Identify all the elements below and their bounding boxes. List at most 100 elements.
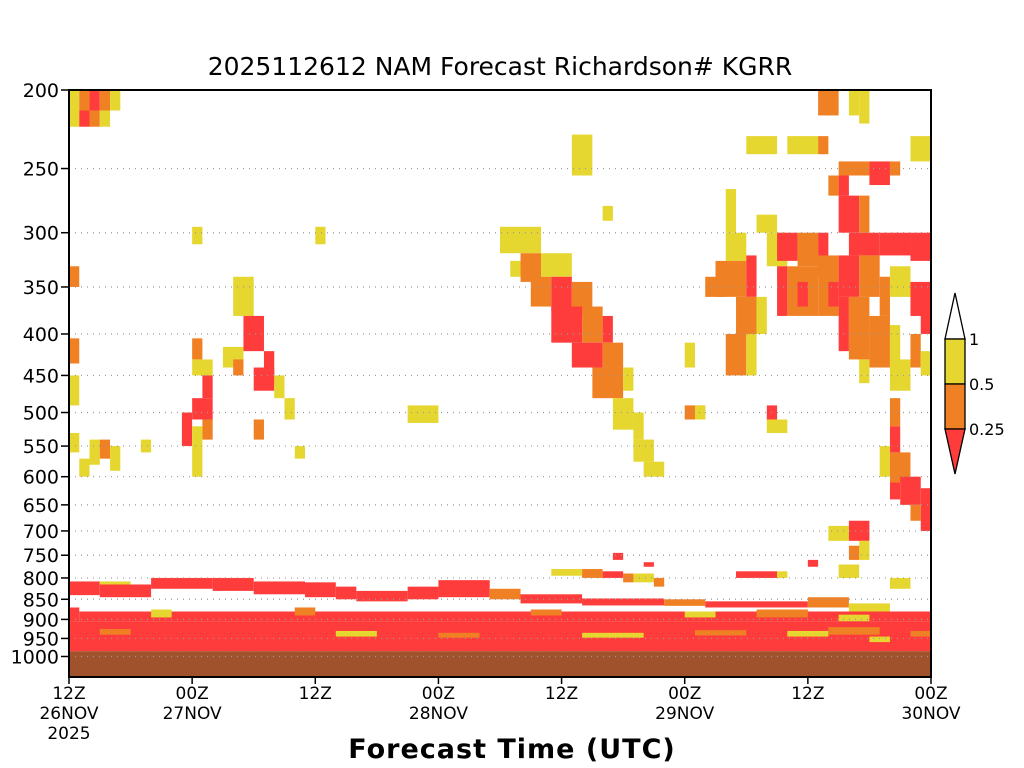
heatmap-cell [777, 266, 788, 316]
y-tick-label: 350 [23, 277, 59, 299]
heatmap-cell [736, 296, 757, 334]
heatmap-cell [694, 405, 706, 420]
heatmap-cell [828, 175, 839, 196]
heatmap-cell [500, 226, 542, 254]
heatmap-cell [797, 232, 819, 267]
heatmap-cell [848, 603, 890, 612]
y-tick-label: 300 [23, 223, 59, 245]
y-tick-label: 600 [23, 467, 59, 489]
heatmap-cell [202, 419, 213, 440]
heatmap-cell [633, 412, 644, 440]
heatmap-cell [253, 419, 264, 440]
heatmap-cell [910, 630, 931, 637]
heatmap-cell [89, 439, 100, 465]
heatmap-cell [99, 584, 152, 598]
heatmap-cell [838, 296, 849, 352]
colorbar-bin [944, 383, 966, 430]
heatmap-cell [848, 232, 880, 256]
heatmap-cell [889, 161, 901, 176]
heatmap-cell [407, 586, 439, 600]
heatmap-cell [838, 161, 870, 176]
heatmap-cell [725, 232, 747, 261]
heatmap-cell [848, 90, 860, 116]
heatmap-cell [99, 629, 131, 635]
heatmap-cell [818, 90, 839, 116]
heatmap-cell [859, 255, 880, 297]
heatmap-cell [202, 375, 213, 399]
y-tick-label: 800 [23, 568, 59, 590]
heatmap-cell [725, 189, 737, 233]
heatmap-cell [643, 562, 654, 567]
heatmap-cell [910, 504, 921, 521]
heatmap-cell [889, 325, 901, 368]
heatmap-cell [777, 571, 788, 578]
heatmap-cell [551, 306, 583, 343]
heatmap-cell [633, 573, 654, 583]
heatmap-cell [110, 90, 121, 111]
y-tick-label: 700 [23, 521, 59, 543]
heatmap-cell [684, 342, 695, 368]
heatmap-cell [869, 161, 890, 186]
heatmap-cell [541, 253, 572, 277]
heatmap-cell [602, 315, 613, 343]
colorbar-label: 0.25 [969, 420, 1005, 439]
heatmap-cell [756, 296, 767, 334]
heatmap-cell [756, 214, 778, 233]
heatmap-cell [879, 446, 890, 477]
heatmap-cell [705, 601, 808, 608]
heatmap-cell [746, 136, 778, 155]
heatmap-cell [787, 630, 829, 637]
heatmap-cell [110, 446, 121, 471]
heatmap-cell [69, 266, 80, 287]
surface-ground-band [69, 651, 931, 677]
x-tick-label: 29NOV [655, 704, 714, 724]
heatmap-cell [807, 559, 819, 567]
heatmap-cell [69, 338, 80, 364]
heatmap-cell [787, 136, 819, 155]
heatmap-cell [151, 609, 172, 618]
heatmap-cell [582, 598, 665, 606]
heatmap-cell [859, 540, 870, 560]
y-tick-label: 900 [23, 609, 59, 631]
y-tick-label: 750 [23, 545, 59, 567]
heatmap-cell [920, 296, 931, 334]
heatmap-cell [69, 90, 80, 111]
heatmap-cell [520, 594, 583, 604]
heatmap-cell [828, 281, 839, 307]
heatmap-cell [736, 571, 778, 578]
x-tick-label: 26NOV [39, 704, 98, 724]
heatmap-cell [859, 359, 870, 384]
heatmap-cell [79, 611, 931, 622]
heatmap-cell [530, 609, 562, 616]
y-tick-label: 200 [23, 80, 59, 102]
heatmap-cell [79, 458, 90, 477]
y-axis: 200 250 300 350 400 450 500 550 600 650 7007508008… [11, 80, 69, 668]
heatmap-cell [212, 577, 254, 591]
y-tick-label: 1000 [11, 646, 59, 668]
heatmap-cells [69, 90, 931, 677]
heatmap-cell [859, 195, 870, 233]
heatmap-cell [633, 439, 654, 462]
x-axis-label: Forecast Time (UTC) [348, 734, 675, 765]
heatmap-cell [725, 333, 747, 376]
heatmap-cell [602, 205, 613, 221]
colorbar-over-triangle [944, 292, 966, 340]
heatmap-cell [910, 333, 921, 368]
heatmap-cell [869, 315, 890, 368]
heatmap-cell [838, 195, 860, 233]
heatmap-cell [889, 577, 911, 589]
heatmap-cell [233, 359, 244, 376]
heatmap-cell [889, 398, 901, 427]
heatmap-cell [530, 276, 552, 307]
plot-frame [68, 89, 932, 678]
heatmap-cell [694, 630, 747, 636]
heatmap-cell [592, 367, 624, 399]
heatmap-cell [848, 520, 870, 541]
heatmap-cell [664, 599, 706, 606]
y-tick-label: 550 [23, 436, 59, 458]
heatmap-cell [181, 412, 193, 447]
heatmap-cell [889, 359, 911, 391]
heatmap-cell [612, 552, 624, 560]
heatmap-cell [69, 433, 80, 453]
